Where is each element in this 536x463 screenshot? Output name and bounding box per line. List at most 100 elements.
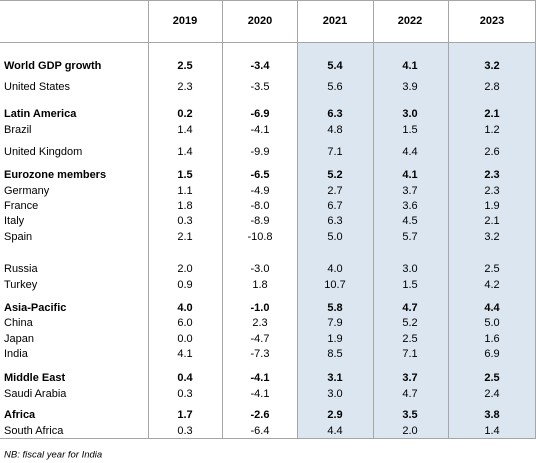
cell-value: 4.7 bbox=[402, 302, 417, 314]
cell-value: 3.8 bbox=[484, 409, 499, 421]
cell-value: 4.4 bbox=[327, 425, 342, 437]
row-label: Russia bbox=[4, 263, 39, 275]
cell-value: 2.3 bbox=[252, 317, 267, 329]
cell-value: 2.5 bbox=[177, 60, 192, 72]
row-label: United Kingdom bbox=[4, 146, 82, 158]
cell-value: 2.0 bbox=[402, 425, 417, 437]
cell-value: 2.1 bbox=[484, 215, 499, 227]
cell-value: 3.5 bbox=[402, 409, 417, 421]
cell-value: 1.9 bbox=[484, 200, 499, 212]
cell-value: 1.1 bbox=[177, 185, 192, 197]
cell-value: -8.9 bbox=[251, 215, 270, 227]
cell-value: 1.4 bbox=[177, 124, 192, 136]
cell-value: 2.5 bbox=[484, 372, 499, 384]
cell-value: 4.1 bbox=[402, 169, 417, 181]
row-label: Italy bbox=[4, 215, 25, 227]
cell-value: 7.1 bbox=[402, 348, 417, 360]
row-label: Africa bbox=[4, 409, 36, 421]
row-label: South Africa bbox=[4, 425, 64, 437]
cell-value: 2.6 bbox=[484, 146, 499, 158]
cell-value: 1.5 bbox=[402, 279, 417, 291]
cell-value: -6.4 bbox=[251, 425, 270, 437]
cell-value: -4.1 bbox=[251, 388, 270, 400]
row-label: Asia-Pacific bbox=[4, 302, 66, 314]
cell-value: 2.9 bbox=[327, 409, 342, 421]
cell-value: 5.0 bbox=[484, 317, 499, 329]
cell-value: 2.3 bbox=[484, 185, 499, 197]
cell-value: 5.6 bbox=[327, 81, 342, 93]
cell-value: 2.5 bbox=[402, 333, 417, 345]
cell-value: -3.4 bbox=[251, 60, 271, 72]
cell-value: 4.5 bbox=[402, 215, 417, 227]
cell-value: 2.4 bbox=[484, 388, 499, 400]
cell-value: 8.5 bbox=[327, 348, 342, 360]
cell-value: 4.4 bbox=[402, 146, 417, 158]
cell-value: 1.8 bbox=[252, 279, 267, 291]
cell-value: 4.2 bbox=[484, 279, 499, 291]
cell-value: -8.0 bbox=[251, 200, 270, 212]
row-label: Japan bbox=[4, 333, 34, 345]
cell-value: 0.4 bbox=[177, 372, 193, 384]
cell-value: 3.0 bbox=[402, 263, 417, 275]
row-label: China bbox=[4, 317, 34, 329]
row-label: France bbox=[4, 200, 38, 212]
cell-value: 1.4 bbox=[177, 146, 192, 158]
column-header: 2020 bbox=[248, 15, 272, 27]
cell-value: -2.6 bbox=[251, 409, 270, 421]
cell-value: 1.8 bbox=[177, 200, 192, 212]
cell-value: 3.2 bbox=[484, 231, 499, 243]
cell-value: 5.2 bbox=[402, 317, 417, 329]
cell-value: 3.1 bbox=[327, 372, 342, 384]
cell-value: 2.0 bbox=[177, 263, 192, 275]
row-label: World GDP growth bbox=[4, 60, 102, 72]
cell-value: 10.7 bbox=[324, 279, 345, 291]
cell-value: 4.1 bbox=[402, 60, 417, 72]
cell-value: -7.3 bbox=[251, 348, 270, 360]
cell-value: 3.0 bbox=[327, 388, 342, 400]
cell-value: 4.0 bbox=[177, 302, 192, 314]
cell-value: 0.9 bbox=[177, 279, 192, 291]
cell-value: 5.2 bbox=[327, 169, 342, 181]
cell-value: 5.8 bbox=[327, 302, 342, 314]
cell-value: 2.5 bbox=[484, 263, 499, 275]
cell-value: 1.2 bbox=[484, 124, 499, 136]
note: NB: fiscal year for India bbox=[4, 450, 102, 461]
cell-value: 5.0 bbox=[327, 231, 342, 243]
cell-value: 6.9 bbox=[484, 348, 499, 360]
cell-value: -6.5 bbox=[251, 169, 270, 181]
cell-value: -4.7 bbox=[251, 333, 270, 345]
cell-value: 3.6 bbox=[402, 200, 417, 212]
cell-value: 5.7 bbox=[402, 231, 417, 243]
column-header: 2022 bbox=[398, 15, 422, 27]
cell-value: 0.3 bbox=[177, 425, 192, 437]
cell-value: 3.7 bbox=[402, 185, 417, 197]
row-label: India bbox=[4, 348, 29, 360]
forecast-shading bbox=[297, 42, 536, 438]
cell-value: 2.3 bbox=[484, 169, 499, 181]
cell-value: -9.9 bbox=[251, 146, 270, 158]
row-label: Brazil bbox=[4, 124, 32, 136]
cell-value: 1.4 bbox=[484, 425, 499, 437]
cell-value: 1.5 bbox=[402, 124, 417, 136]
row-label: Spain bbox=[4, 231, 32, 243]
cell-value: 4.0 bbox=[327, 263, 342, 275]
cell-value: 5.4 bbox=[327, 60, 343, 72]
cell-value: 1.9 bbox=[327, 333, 342, 345]
cell-value: 1.7 bbox=[177, 409, 192, 421]
cell-value: 0.2 bbox=[177, 108, 192, 120]
cell-value: 3.0 bbox=[402, 108, 417, 120]
cell-value: 2.8 bbox=[484, 81, 499, 93]
cell-value: 7.9 bbox=[327, 317, 342, 329]
column-header: 2021 bbox=[323, 15, 347, 27]
cell-value: 4.8 bbox=[327, 124, 342, 136]
row-label: United States bbox=[4, 81, 71, 93]
cell-value: 6.3 bbox=[327, 108, 342, 120]
cell-value: 0.3 bbox=[177, 215, 192, 227]
cell-value: -4.1 bbox=[251, 124, 270, 136]
cell-value: -3.5 bbox=[251, 81, 270, 93]
row-label: Middle East bbox=[4, 372, 65, 384]
row-label: Latin America bbox=[4, 108, 77, 120]
cell-value: 0.0 bbox=[177, 333, 192, 345]
cell-value: 3.7 bbox=[402, 372, 417, 384]
row-label: Eurozone members bbox=[4, 169, 106, 181]
